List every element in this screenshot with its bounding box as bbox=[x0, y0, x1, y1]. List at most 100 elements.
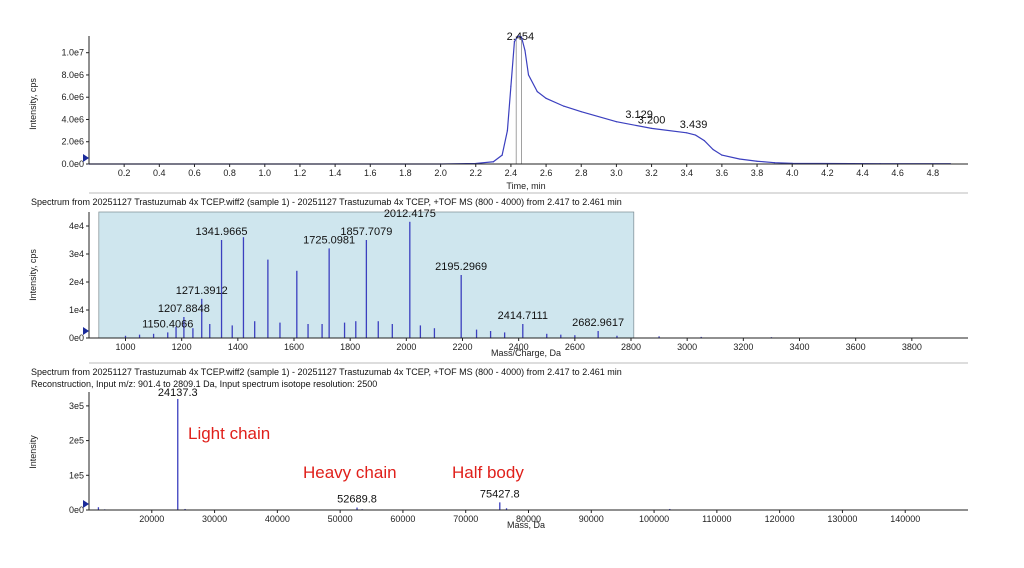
reconstruction-xlabel: Mass, Da bbox=[507, 520, 545, 530]
reconstruction-ylabel: Intensity bbox=[28, 435, 38, 469]
tic-ylabel: Intensity, cps bbox=[28, 78, 38, 130]
x-tick-label: 60000 bbox=[390, 514, 415, 524]
x-tick-label: 4.2 bbox=[821, 168, 834, 178]
x-tick-label: 0.6 bbox=[188, 168, 201, 178]
x-tick-label: 3.8 bbox=[751, 168, 764, 178]
x-tick-label: 2.2 bbox=[470, 168, 483, 178]
annotation-light-chain: Light chain bbox=[188, 424, 270, 443]
tic-data-point bbox=[756, 160, 758, 162]
x-tick-label: 100000 bbox=[639, 514, 669, 524]
x-tick-label: 2000 bbox=[396, 342, 416, 352]
x-tick-label: 140000 bbox=[890, 514, 920, 524]
tic-data-point bbox=[563, 105, 565, 107]
peak-label: 2414.7111 bbox=[498, 310, 548, 322]
x-tick-label: 1400 bbox=[228, 342, 248, 352]
tic-data-point bbox=[536, 91, 538, 93]
tic-trace-line bbox=[89, 35, 951, 165]
tic-axis-marker-icon bbox=[83, 154, 89, 162]
y-tick-label: 2e4 bbox=[69, 277, 84, 287]
y-tick-label: 3e5 bbox=[69, 401, 84, 411]
peak-label: 2682.9617 bbox=[572, 317, 624, 329]
x-tick-label: 110000 bbox=[702, 514, 731, 524]
x-tick-label: 0.4 bbox=[153, 168, 166, 178]
tic-data-point bbox=[545, 97, 547, 99]
tic-data-point bbox=[517, 35, 519, 37]
tic-data-point bbox=[506, 130, 509, 132]
x-tick-label: 130000 bbox=[827, 514, 857, 524]
peak-label: 1341.9665 bbox=[196, 226, 248, 238]
x-tick-label: 0.2 bbox=[118, 168, 131, 178]
x-tick-label: 2600 bbox=[565, 342, 585, 352]
x-tick-label: 90000 bbox=[579, 514, 604, 524]
tic-data-point bbox=[580, 111, 582, 113]
x-tick-label: 3800 bbox=[902, 342, 922, 352]
reconstruction-subheader: Reconstruction, Input m/z: 901.4 to 2809… bbox=[31, 379, 377, 389]
x-tick-label: 70000 bbox=[453, 514, 478, 524]
x-tick-label: 1.2 bbox=[294, 168, 307, 178]
x-tick-label: 2800 bbox=[621, 342, 641, 352]
x-tick-label: 3.4 bbox=[680, 168, 693, 178]
tic-data-point bbox=[527, 74, 530, 76]
x-tick-label: 1200 bbox=[172, 342, 192, 352]
y-tick-label: 3e4 bbox=[69, 249, 84, 259]
x-tick-label: 1600 bbox=[284, 342, 304, 352]
x-tick-label: 1.6 bbox=[364, 168, 377, 178]
x-tick-label: 4.4 bbox=[856, 168, 869, 178]
annotation-heavy-chain: Heavy chain bbox=[303, 463, 397, 482]
peak-label: 1725.0981 bbox=[303, 234, 355, 246]
x-tick-label: 3.0 bbox=[610, 168, 623, 178]
y-tick-label: 6.0e6 bbox=[61, 92, 84, 102]
spectrum-ylabel: Intensity, cps bbox=[28, 249, 38, 301]
tic-data-point bbox=[721, 154, 723, 156]
x-tick-label: 40000 bbox=[265, 514, 290, 524]
x-tick-label: 2400 bbox=[509, 342, 529, 352]
reconstruction-axis-marker-icon bbox=[83, 500, 89, 508]
tic-data-point bbox=[738, 158, 741, 160]
peak-label: 1207.8848 bbox=[158, 303, 210, 315]
tic-data-point bbox=[492, 161, 494, 163]
peak-label: 24137.3 bbox=[158, 387, 198, 399]
peak-label: 52689.8 bbox=[337, 494, 377, 506]
x-tick-label: 30000 bbox=[202, 514, 227, 524]
peak-label: 1271.3912 bbox=[176, 285, 228, 297]
tic-data-point bbox=[524, 49, 526, 52]
x-tick-label: 2.8 bbox=[575, 168, 588, 178]
peak-label: 2195.2969 bbox=[435, 261, 487, 273]
x-tick-label: 3000 bbox=[677, 342, 697, 352]
x-tick-label: 1000 bbox=[115, 342, 135, 352]
peak-label: 3.129 bbox=[625, 109, 653, 121]
spectrum-panel: Spectrum from 20251127 Trastuzumab 4x TC… bbox=[28, 197, 968, 358]
y-tick-label: 4.0e6 bbox=[61, 114, 84, 124]
x-tick-label: 4.8 bbox=[927, 168, 940, 178]
peak-label: 3.200 bbox=[638, 114, 666, 126]
y-tick-label: 0e0 bbox=[69, 333, 84, 343]
x-tick-label: 20000 bbox=[139, 514, 164, 524]
spectrum-header: Spectrum from 20251127 Trastuzumab 4x TC… bbox=[31, 197, 622, 207]
x-tick-label: 1.4 bbox=[329, 168, 342, 178]
x-tick-label: 1.0 bbox=[259, 168, 272, 178]
tic-data-point bbox=[686, 132, 688, 134]
tic-panel: Intensity, cps Time, min 0.2 0.4 0.6 0.8 1.0… bbox=[28, 31, 968, 191]
x-tick-label: 1.8 bbox=[399, 168, 412, 178]
tic-data-point bbox=[694, 134, 697, 136]
tic-data-point bbox=[712, 148, 714, 151]
peak-label: 3.439 bbox=[680, 119, 708, 131]
tic-data-point bbox=[703, 140, 705, 142]
tic-data-point bbox=[774, 162, 776, 164]
tic-data-point bbox=[510, 85, 512, 87]
tic-data-point bbox=[501, 154, 503, 156]
tic-data-point bbox=[513, 40, 516, 43]
y-tick-label: 8.0e6 bbox=[61, 70, 84, 80]
x-tick-label: 0.8 bbox=[223, 168, 236, 178]
reconstruction-panel: Spectrum from 20251127 Trastuzumab 4x TC… bbox=[28, 367, 968, 530]
peak-label: 2.454 bbox=[507, 31, 535, 43]
peak-label: 2012.4175 bbox=[384, 208, 436, 220]
x-tick-label: 2.0 bbox=[434, 168, 447, 178]
x-tick-label: 80000 bbox=[516, 514, 541, 524]
y-tick-label: 2e5 bbox=[69, 436, 84, 446]
y-tick-label: 1e5 bbox=[69, 470, 84, 480]
y-tick-label: 4e4 bbox=[69, 221, 84, 231]
x-tick-label: 3600 bbox=[846, 342, 866, 352]
